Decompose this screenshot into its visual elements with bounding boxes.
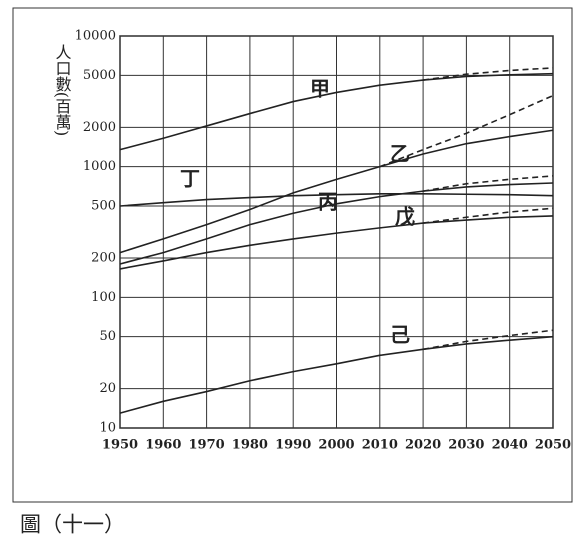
series-line xyxy=(119,182,554,265)
series-label: 己 xyxy=(390,323,410,347)
x-tick-label: 2030 xyxy=(448,438,484,453)
series-line xyxy=(119,335,554,414)
x-tick-label: 2040 xyxy=(492,438,528,453)
y-tick-label: 10000 xyxy=(75,29,116,44)
series-label: 丁 xyxy=(180,167,200,191)
x-tick-label: 1990 xyxy=(275,438,311,453)
y-tick-label: 500 xyxy=(91,199,116,214)
x-tick-label: 1970 xyxy=(189,438,225,453)
x-tick-label: 2000 xyxy=(318,438,354,453)
y-tick-label: 5000 xyxy=(83,68,116,83)
x-tick-label: 2010 xyxy=(362,438,398,453)
y-tick-label: 1000 xyxy=(83,159,116,174)
series-line xyxy=(119,215,554,270)
x-tick-label: 1980 xyxy=(232,438,268,453)
y-tick-label: 100 xyxy=(91,290,116,305)
caption: 圖（十一） xyxy=(20,513,125,537)
x-tick-label: 2050 xyxy=(535,438,571,453)
x-tick-label: 1960 xyxy=(145,438,181,453)
series-label: 甲 xyxy=(310,77,330,101)
x-tick-label: 1950 xyxy=(102,438,138,453)
projection-line xyxy=(422,175,554,192)
series-label: 戊 xyxy=(395,205,415,229)
series-line xyxy=(119,192,554,207)
y-axis-title: 人口數(百萬) xyxy=(53,44,72,136)
y-tick-label: 20 xyxy=(99,381,116,396)
projection-line xyxy=(379,94,554,168)
series-line xyxy=(119,72,554,151)
projection-line xyxy=(422,207,554,224)
series-line xyxy=(119,129,554,254)
x-tick-label: 2020 xyxy=(405,438,441,453)
series-label: 丙 xyxy=(318,190,338,214)
y-tick-label: 200 xyxy=(91,250,116,265)
projection-line xyxy=(422,67,554,81)
y-tick-label: 50 xyxy=(99,329,116,344)
y-tick-label: 2000 xyxy=(83,120,116,135)
series-label: 乙 xyxy=(390,142,410,166)
projection-line xyxy=(422,329,554,351)
y-tick-label: 10 xyxy=(99,421,116,436)
